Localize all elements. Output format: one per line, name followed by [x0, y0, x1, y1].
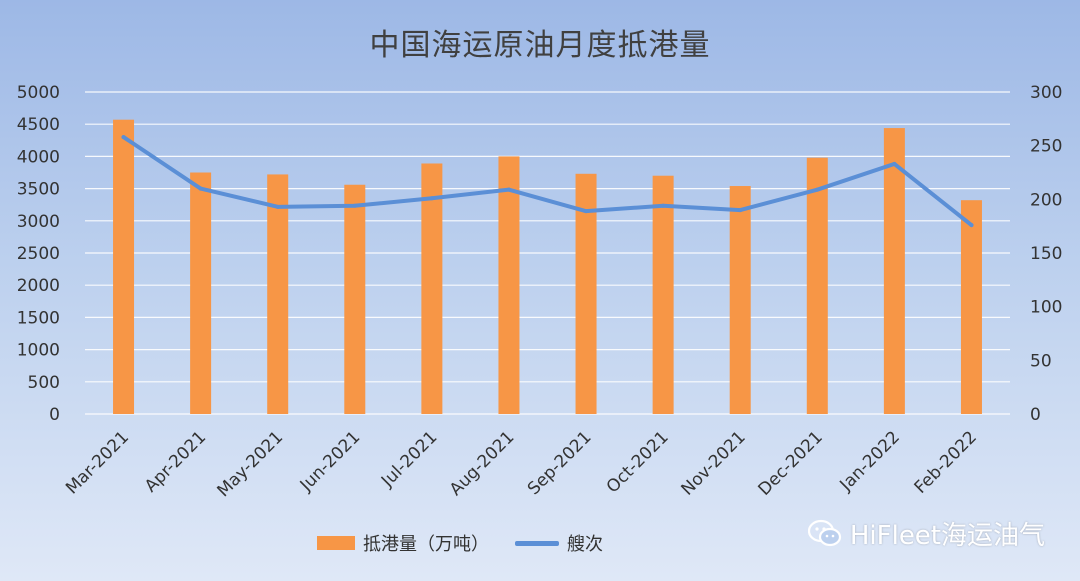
- bar: [421, 163, 443, 414]
- x-tick-label: Sep-2021: [524, 427, 596, 499]
- y-left-tick-label: 0: [49, 405, 60, 425]
- line-series: [121, 135, 974, 228]
- line-point: [198, 186, 203, 191]
- y-left-tick-label: 4000: [17, 147, 60, 167]
- bar: [344, 184, 366, 414]
- y-right-tick-label: 100: [1030, 298, 1062, 318]
- y-right-tick-label: 300: [1030, 83, 1062, 103]
- line-point: [584, 209, 589, 214]
- legend-line-swatch: [515, 540, 559, 546]
- x-tick-label: Nov-2021: [678, 427, 750, 499]
- bar: [575, 173, 597, 414]
- bar: [883, 128, 905, 414]
- x-tick-label: Jan-2022: [836, 427, 904, 495]
- x-tick-label: Apr-2021: [141, 427, 210, 496]
- chart-legend: 抵港量（万吨） 艘次: [0, 530, 1000, 556]
- watermark-text: HiFleet海运油气: [849, 521, 1045, 551]
- legend-item-line: 艘次: [515, 530, 603, 556]
- y-right-tick-label: 250: [1030, 137, 1062, 157]
- y-left-tick-label: 4500: [17, 115, 60, 135]
- y-right-tick-label: 0: [1030, 405, 1041, 425]
- line-point: [429, 196, 434, 201]
- bar: [960, 200, 982, 414]
- line-point: [121, 135, 126, 140]
- y-left-tick-label: 2500: [17, 244, 60, 264]
- chart-title: 中国海运原油月度抵港量: [369, 28, 711, 63]
- x-tick-label: Aug-2021: [446, 427, 519, 500]
- line-point: [661, 203, 666, 208]
- y-left-tick-label: 500: [28, 373, 60, 393]
- wechat-icon: [807, 519, 841, 546]
- bar: [806, 157, 828, 415]
- bar: [267, 174, 289, 414]
- x-tick-label: Feb-2022: [911, 427, 981, 497]
- y-left-tick-label: 2000: [17, 276, 60, 296]
- bar: [498, 156, 520, 414]
- y-left-tick-label: 1500: [17, 308, 60, 328]
- y-right-tick-label: 50: [1030, 351, 1052, 371]
- y-left-tick-label: 3000: [17, 212, 60, 232]
- x-tick-label: Oct-2021: [603, 427, 673, 497]
- x-tick-label: Jul-2021: [377, 427, 441, 491]
- bar: [652, 175, 674, 414]
- bar: [729, 186, 751, 414]
- y-left-tick-label: 3500: [17, 180, 60, 200]
- line-point: [275, 204, 280, 209]
- x-tick-label: Dec-2021: [754, 427, 826, 499]
- line-point: [969, 223, 974, 228]
- line-point: [815, 187, 820, 192]
- y-left-tick-label: 1000: [17, 341, 60, 361]
- x-tick-label: May-2021: [214, 427, 288, 501]
- line-point: [506, 187, 511, 192]
- watermark: HiFleet海运油气: [807, 515, 1045, 552]
- legend-item-bar: 抵港量（万吨）: [317, 530, 489, 556]
- x-tick-label: Mar-2021: [62, 427, 133, 498]
- y-left-tick-label: 5000: [17, 83, 60, 103]
- y-right-tick-label: 150: [1030, 244, 1062, 264]
- legend-line-label: 艘次: [567, 534, 603, 555]
- line-point: [738, 208, 743, 213]
- line-point: [892, 161, 897, 166]
- x-tick-label: Jun-2021: [296, 427, 365, 496]
- bar: [113, 119, 135, 414]
- legend-bar-swatch: [317, 536, 355, 550]
- line-point: [352, 203, 357, 208]
- y-right-tick-label: 200: [1030, 190, 1062, 210]
- legend-bar-label: 抵港量（万吨）: [363, 534, 489, 555]
- bar: [190, 172, 212, 414]
